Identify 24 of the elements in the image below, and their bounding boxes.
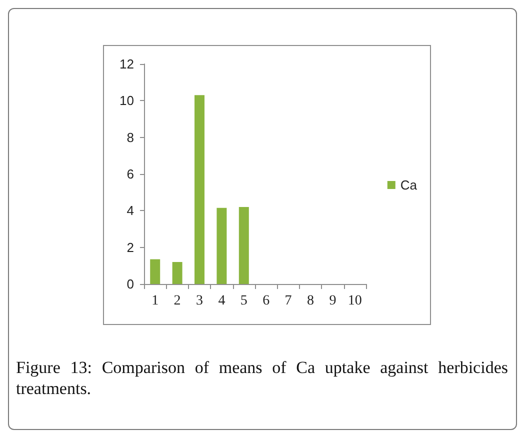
x-tick-label: 8	[307, 294, 314, 308]
bar	[238, 207, 249, 284]
bar	[172, 262, 182, 284]
x-tick-label: 2	[174, 294, 181, 308]
x-tick-label: 1	[152, 294, 159, 308]
x-tick-label: 10	[348, 294, 362, 308]
x-tick-label: 4	[218, 294, 226, 308]
x-tick-label: 9	[329, 294, 336, 308]
x-tick-label: 3	[196, 294, 203, 308]
x-tick-label: 5	[240, 294, 248, 308]
y-tick-label: 12	[120, 56, 134, 72]
y-tick-label: 0	[126, 276, 134, 292]
bar	[150, 259, 160, 284]
y-tick-label: 2	[126, 240, 134, 255]
y-tick-label: 10	[120, 93, 134, 108]
x-tick-label: 6	[262, 294, 270, 308]
y-tick-label: 6	[126, 166, 134, 182]
y-tick-label: 8	[126, 130, 134, 145]
bar	[194, 95, 204, 284]
legend-label: Ca	[400, 178, 418, 192]
caption: Figure 13: Comparison of means of Ca uptake against herbicides treatments.	[16, 357, 508, 399]
y-tick-label: 4	[126, 203, 134, 218]
bar	[216, 208, 227, 284]
x-tick-label: 7	[284, 294, 292, 308]
